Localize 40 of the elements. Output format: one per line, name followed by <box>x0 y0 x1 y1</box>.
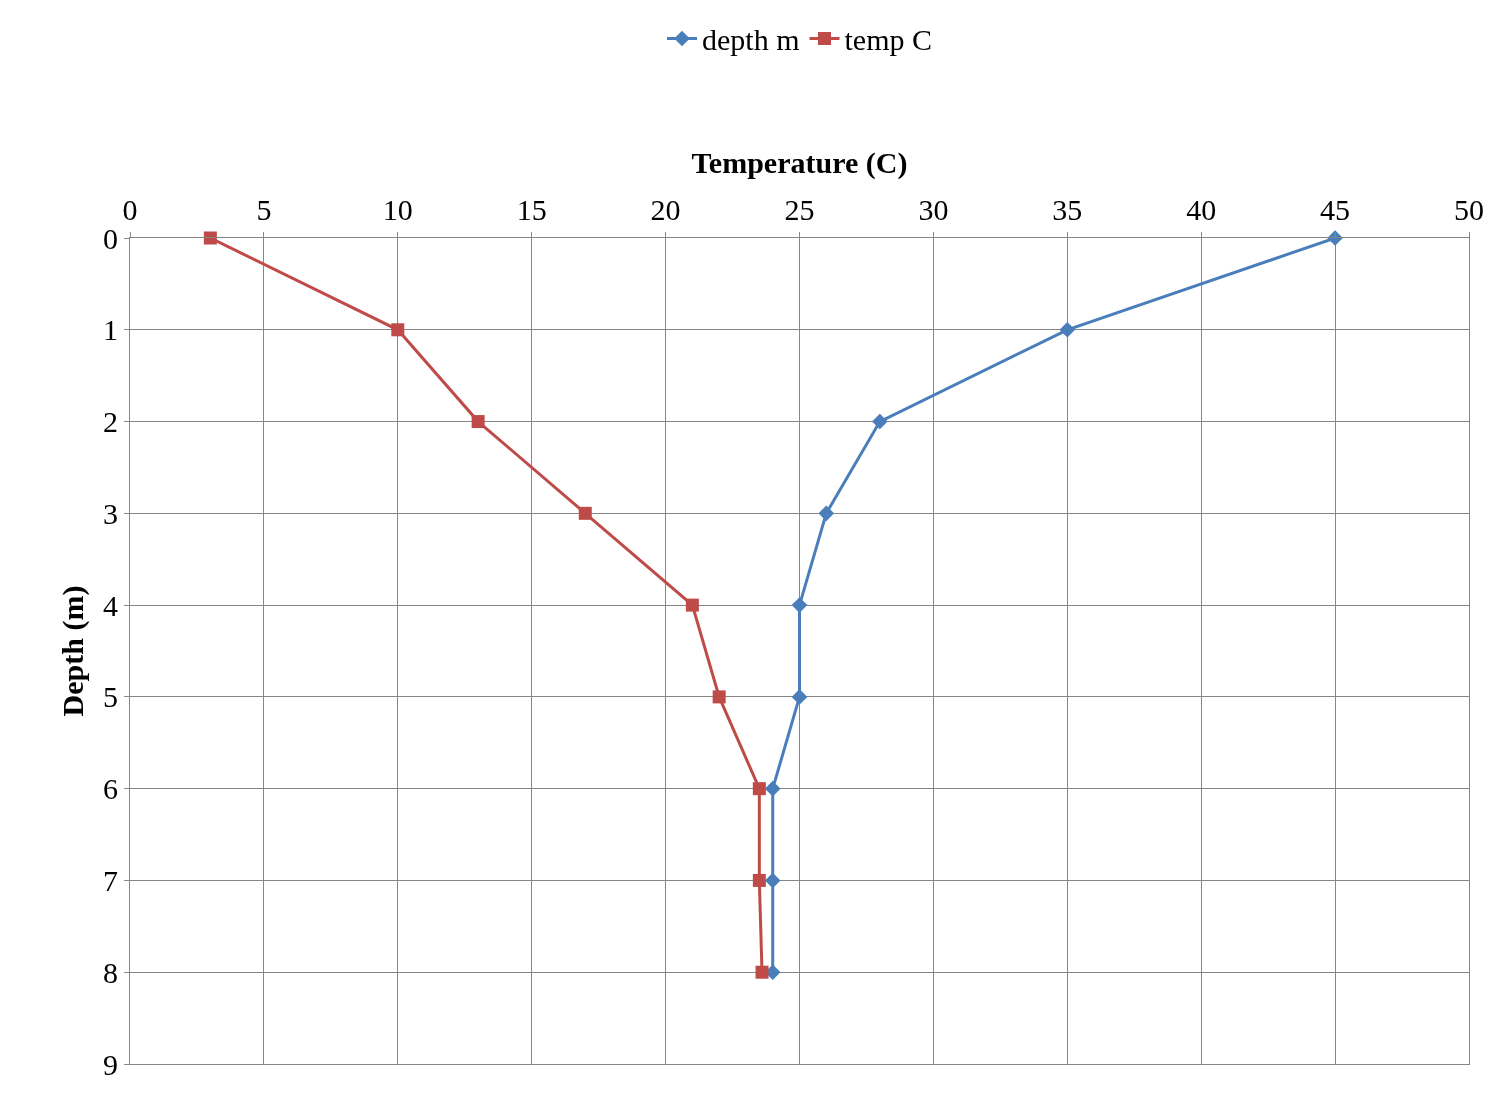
legend-label: temp C <box>844 23 932 57</box>
point <box>791 689 808 705</box>
y-axis-title: Depth (m) <box>56 585 90 717</box>
y-tick-label: 2 <box>103 405 118 439</box>
x-tick-label: 5 <box>256 193 272 226</box>
point <box>578 506 592 520</box>
point <box>685 598 699 612</box>
y-tick-label: 9 <box>103 1047 118 1081</box>
y-tick-label: 1 <box>103 313 118 347</box>
x-tick-label: 30 <box>918 193 949 226</box>
point <box>752 873 766 887</box>
point <box>1059 321 1076 338</box>
x-tick-label: 35 <box>1052 193 1083 226</box>
point <box>818 505 835 522</box>
x-tick-label: 20 <box>650 193 681 226</box>
point <box>752 782 766 796</box>
y-tick-label: 4 <box>103 588 118 622</box>
y-tick-label: 0 <box>103 221 118 255</box>
x-tick-label: 10 <box>382 193 413 226</box>
point <box>755 965 769 979</box>
point <box>764 872 781 889</box>
point <box>471 415 485 429</box>
point <box>391 323 405 337</box>
x-tick-label: 15 <box>516 193 547 226</box>
x-axis-title: Temperature (C) <box>691 146 908 180</box>
point <box>791 597 808 613</box>
y-tick-label: 6 <box>103 772 118 806</box>
y-tick-label: 3 <box>103 496 118 530</box>
point <box>872 413 888 430</box>
x-tick-label: 25 <box>784 193 815 226</box>
x-tick-label: 40 <box>1186 193 1217 226</box>
point <box>764 780 781 797</box>
point <box>203 231 217 245</box>
x-tick-label: 45 <box>1320 193 1351 226</box>
x-tick-label: 50 <box>1454 193 1484 226</box>
y-tick-label: 8 <box>103 955 118 989</box>
point <box>712 690 726 704</box>
y-tick-label: 5 <box>103 680 118 714</box>
legend-label: depth m <box>702 23 800 57</box>
y-tick-label: 7 <box>103 863 118 897</box>
